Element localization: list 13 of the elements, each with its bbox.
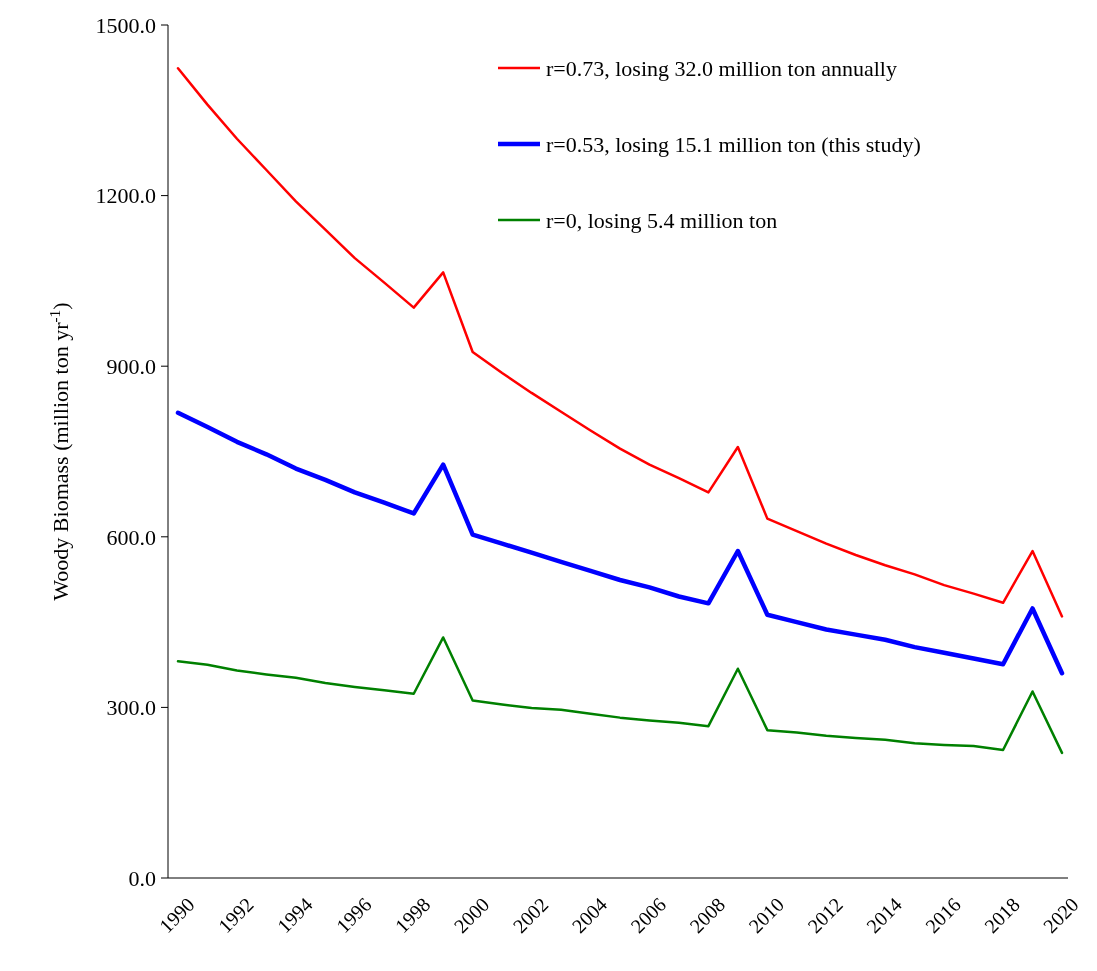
x-tick-label: 1992 (213, 893, 258, 938)
x-tick-label: 1990 (154, 893, 199, 938)
y-tick-label: 0.0 (128, 865, 156, 891)
legend-label: r=0, losing 5.4 million ton (546, 207, 778, 233)
legend-label: r=0.53, losing 15.1 million ton (this study) (546, 131, 921, 157)
y-tick-label: 300.0 (106, 695, 156, 721)
y-tick-label: 1200.0 (95, 183, 156, 209)
y-tick-label: 900.0 (106, 353, 156, 379)
y-tick-label: 1500.0 (95, 12, 156, 38)
y-tick-label: 600.0 (106, 524, 156, 550)
line-series (175, 410, 1065, 676)
legend-label: r=0.73, losing 32.0 million ton annually (546, 55, 897, 81)
line-series (176, 636, 1064, 755)
